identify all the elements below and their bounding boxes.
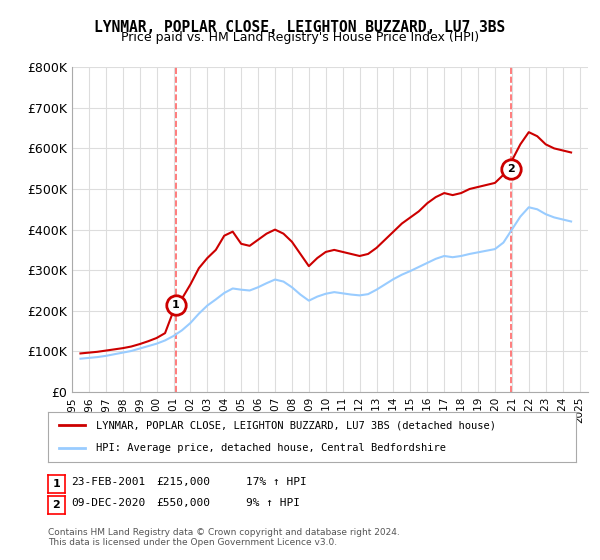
Text: 1: 1	[53, 479, 60, 489]
Text: 23-FEB-2001: 23-FEB-2001	[71, 477, 145, 487]
Text: 9% ↑ HPI: 9% ↑ HPI	[246, 498, 300, 508]
Text: 17% ↑ HPI: 17% ↑ HPI	[246, 477, 307, 487]
Text: 09-DEC-2020: 09-DEC-2020	[71, 498, 145, 508]
Text: £550,000: £550,000	[156, 498, 210, 508]
Text: LYNMAR, POPLAR CLOSE, LEIGHTON BUZZARD, LU7 3BS: LYNMAR, POPLAR CLOSE, LEIGHTON BUZZARD, …	[94, 20, 506, 35]
Text: HPI: Average price, detached house, Central Bedfordshire: HPI: Average price, detached house, Cent…	[95, 444, 446, 454]
Text: 1: 1	[172, 300, 180, 310]
Text: Contains HM Land Registry data © Crown copyright and database right 2024.
This d: Contains HM Land Registry data © Crown c…	[48, 528, 400, 547]
Text: £215,000: £215,000	[156, 477, 210, 487]
Text: 2: 2	[507, 164, 515, 174]
Text: LYNMAR, POPLAR CLOSE, LEIGHTON BUZZARD, LU7 3BS (detached house): LYNMAR, POPLAR CLOSE, LEIGHTON BUZZARD, …	[95, 420, 496, 430]
Text: Price paid vs. HM Land Registry's House Price Index (HPI): Price paid vs. HM Land Registry's House …	[121, 31, 479, 44]
Text: 2: 2	[53, 500, 60, 510]
